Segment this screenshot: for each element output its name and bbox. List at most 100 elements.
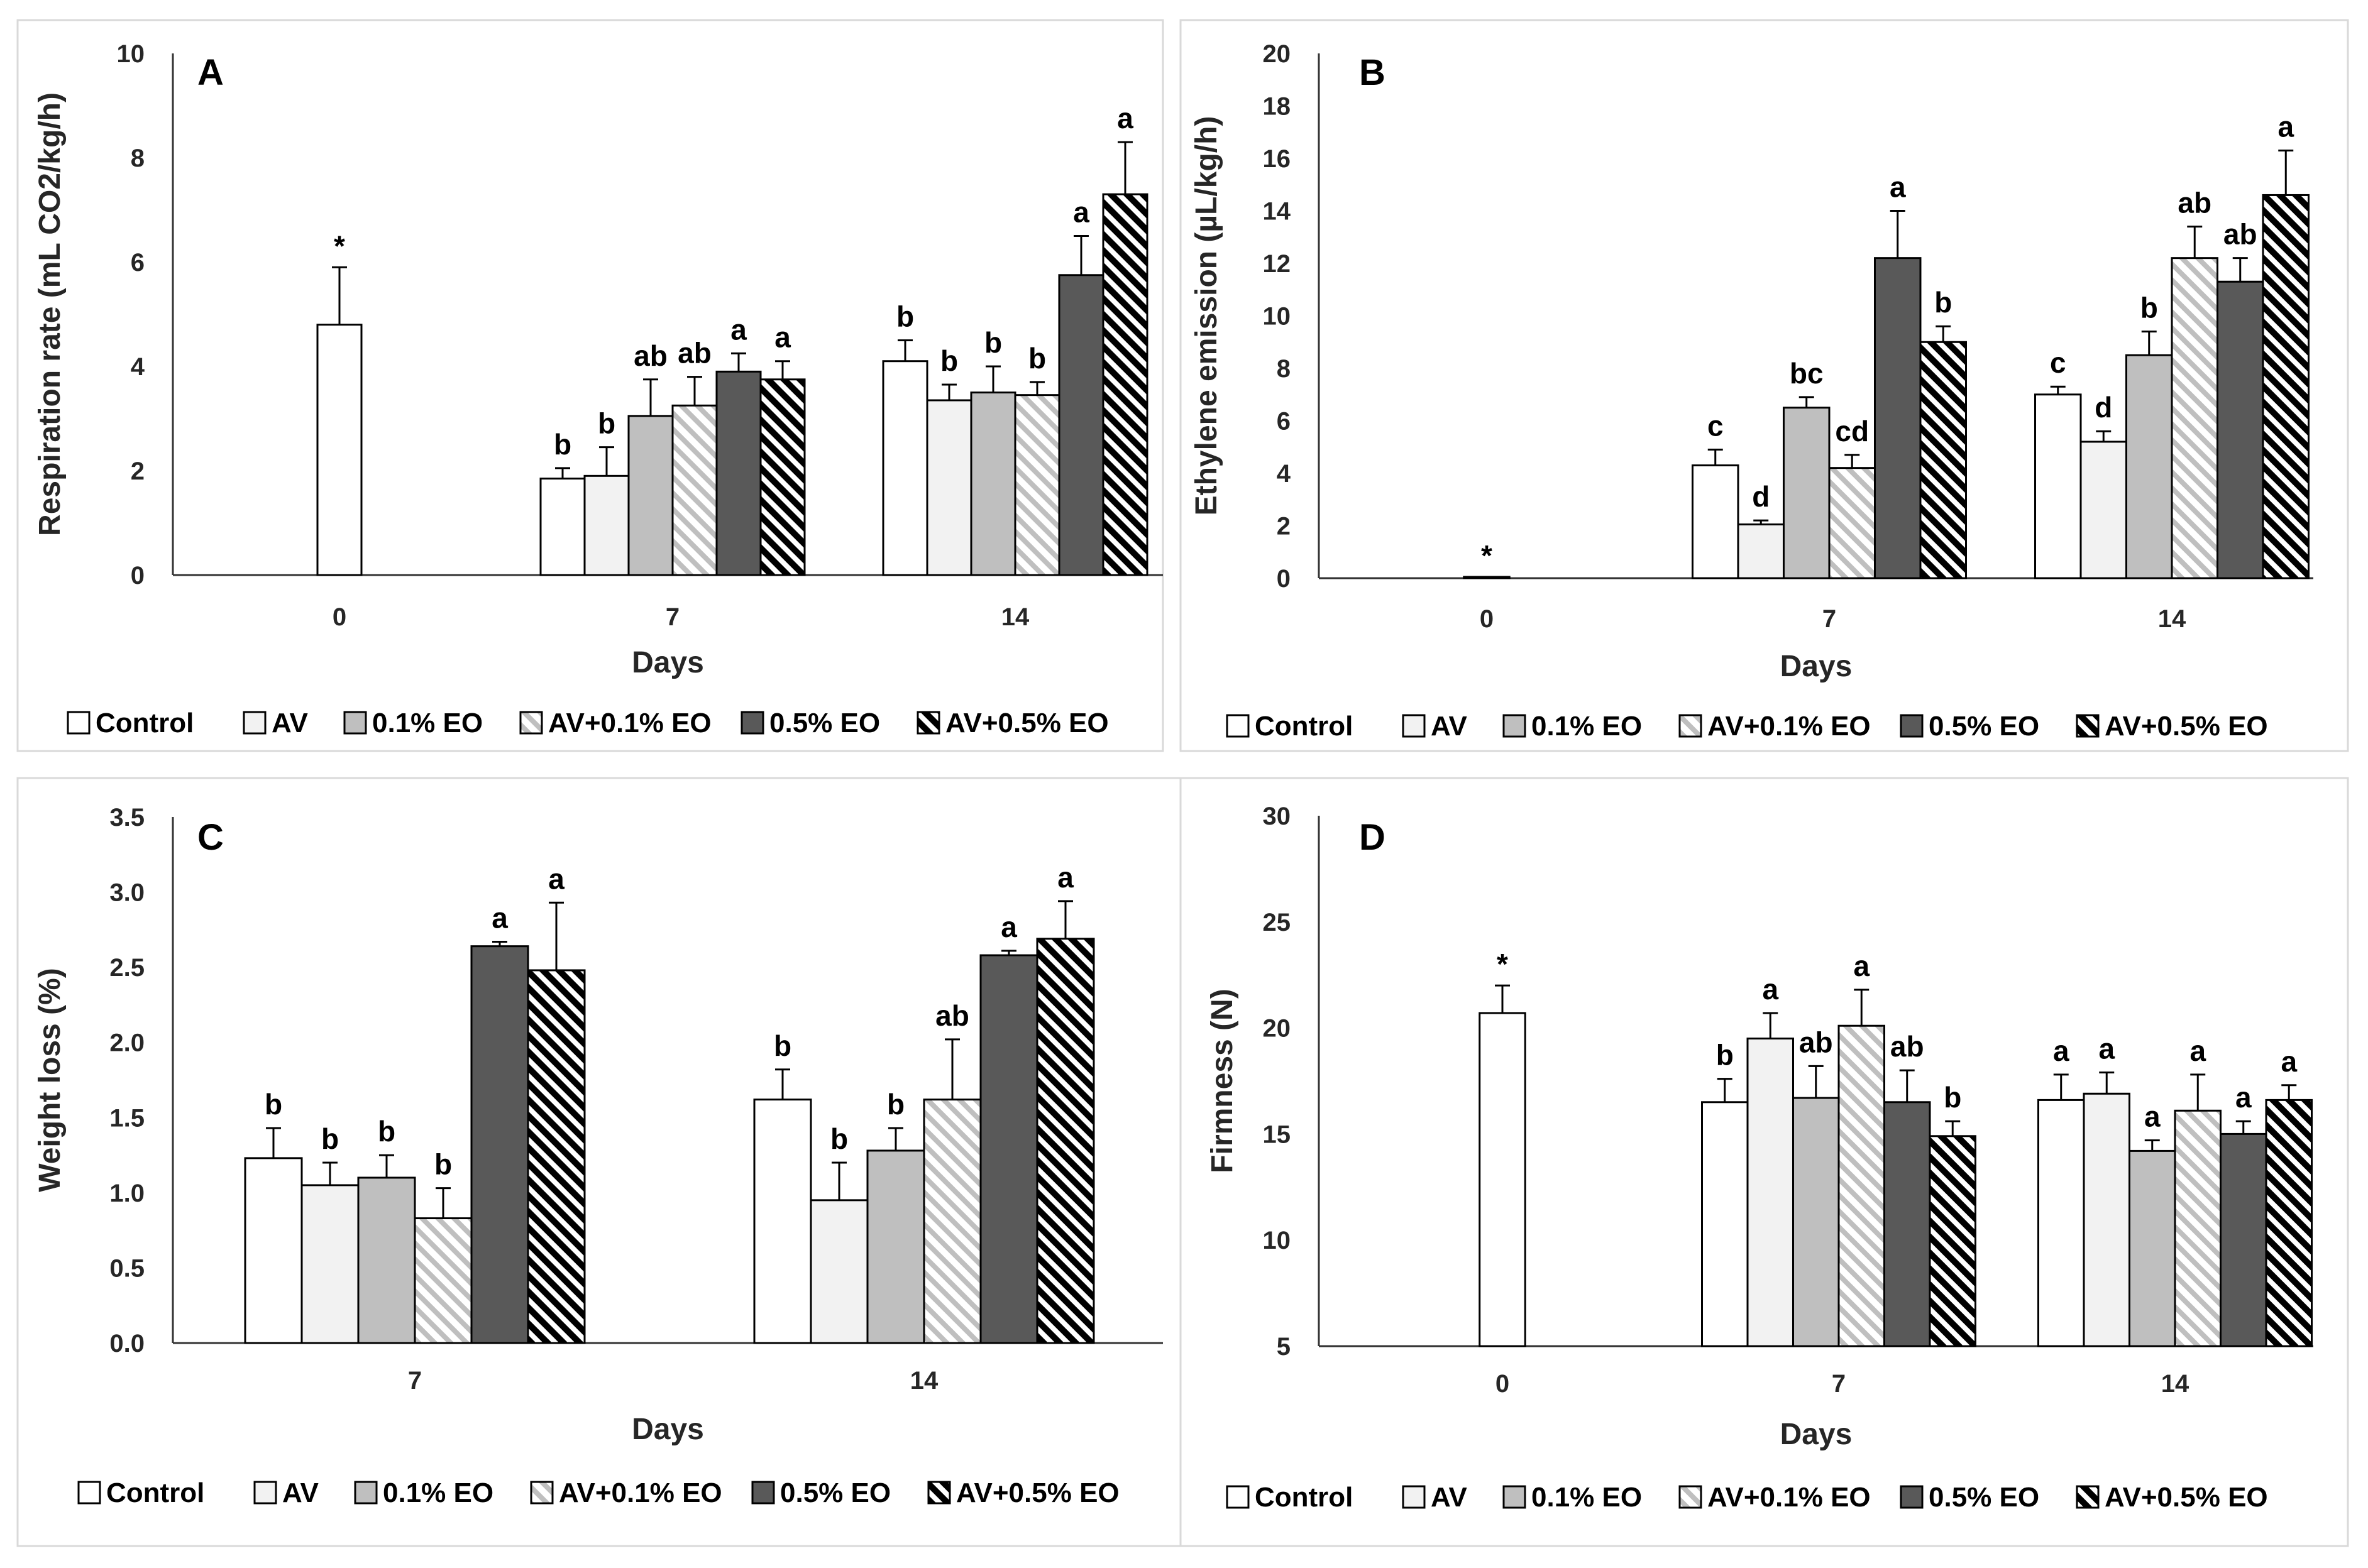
legend-label-av-0-5-eo: AV+0.5% EO [2105, 1482, 2268, 1513]
legend-swatch-av [1402, 714, 1426, 738]
significance-label: a [1057, 861, 1074, 894]
y-tick-label: 14 [1263, 198, 1291, 226]
legend-label-av-0-1-eo: AV+0.1% EO [1707, 711, 1871, 742]
significance-label: b [321, 1122, 339, 1155]
bar-0-5-eo-day-14 [2217, 280, 2264, 579]
significance-label: cd [1835, 415, 1869, 447]
significance-label: ab [634, 339, 668, 372]
legend-swatch-0-5-eo [1900, 1485, 1924, 1509]
y-tick-label: 1.5 [109, 1104, 145, 1132]
significance-label: ab [2223, 218, 2257, 251]
bar-av-0-1-eo-day-14 [2171, 257, 2218, 579]
y-tick-label: 15 [1263, 1121, 1291, 1148]
legend-label-av-0-5-eo: AV+0.5% EO [945, 708, 1109, 738]
y-tick-label: 8 [131, 145, 145, 172]
x-tick-label: 0 [1480, 605, 1494, 633]
bar-av-0-5-eo-day-7 [1929, 1135, 1976, 1347]
bar-av-0-5-eo-day-14 [2265, 1099, 2313, 1347]
y-tick-label: 4 [1277, 460, 1291, 488]
significance-label: b [434, 1148, 452, 1181]
legend-label-0-1-eo: 0.1% EO [1531, 711, 1642, 742]
x-axis-title: Days [632, 646, 704, 679]
bar-av-0-5-eo-day-7 [759, 378, 806, 576]
significance-label: * [1481, 539, 1492, 572]
significance-label: b [265, 1088, 282, 1121]
panel-frame [1179, 19, 2349, 752]
bar-0-5-eo-day-7 [1874, 257, 1922, 579]
panel-letter: C [197, 817, 224, 858]
legend-swatch-av-0-5-eo [2076, 714, 2100, 738]
significance-label: a [2277, 110, 2294, 143]
bar-av-0-1-eo-day-7 [671, 404, 718, 576]
bar-av-day-14 [2083, 1092, 2130, 1347]
significance-label: b [774, 1029, 791, 1062]
y-tick-label: 12 [1263, 250, 1291, 278]
y-axis-title: Respiration rate (mL CO2/kg/h) [33, 92, 67, 536]
y-tick-label: 25 [1263, 909, 1291, 936]
bar-av-day-7 [583, 474, 630, 576]
y-tick-label: 0.0 [109, 1330, 145, 1357]
bar-control-day-14 [882, 360, 928, 576]
y-tick-label: 10 [117, 40, 145, 68]
legend-swatch-av-0-1-eo [530, 1481, 554, 1505]
significance-label: a [730, 313, 747, 346]
legend-label-control: Control [1255, 1482, 1353, 1513]
significance-label: a [1117, 102, 1133, 134]
bar-0-5-eo-day-14 [1058, 274, 1104, 576]
y-axis-title: Weight loss (%) [33, 968, 67, 1192]
bar-av-0-5-eo-day-7 [1919, 341, 1967, 579]
significance-label: a [2235, 1081, 2252, 1114]
legend-swatch-av [1402, 1485, 1426, 1509]
bar-control-day-0 [316, 324, 363, 576]
bar-control-day-7 [1701, 1101, 1749, 1347]
significance-label: b [1934, 286, 1952, 319]
x-axis-title: Days [1780, 1418, 1853, 1451]
bar-0-5-eo-day-14 [979, 954, 1038, 1344]
y-tick-label: 10 [1263, 303, 1291, 331]
legend-swatch-0-5-eo [751, 1481, 775, 1505]
legend-swatch-0-1-eo [354, 1481, 378, 1505]
legend-swatch-av-0-5-eo [2076, 1485, 2100, 1509]
panel-letter: D [1359, 817, 1385, 858]
significance-label: b [554, 428, 571, 461]
significance-label: ab [1799, 1026, 1833, 1058]
significance-label: a [1073, 196, 1089, 229]
bar-control-day-14 [2037, 1099, 2085, 1347]
significance-label: b [940, 344, 958, 377]
y-tick-label: 6 [1277, 408, 1291, 436]
significance-label: ab [1890, 1030, 1924, 1063]
significance-label: ab [935, 999, 969, 1032]
y-tick-label: 4 [131, 353, 145, 381]
y-tick-label: 20 [1263, 1015, 1291, 1043]
bar-av-0-1-eo-day-7 [1828, 467, 1876, 579]
y-tick-label: 1.0 [109, 1180, 145, 1207]
significance-label: b [1716, 1039, 1734, 1072]
legend-swatch-av-0-5-eo [927, 1481, 951, 1505]
bar-av-day-7 [1746, 1037, 1794, 1347]
bar-av-0-5-eo-day-14 [1102, 193, 1148, 576]
legend-swatch-av-0-1-eo [519, 711, 543, 735]
panel-b: 0 2 4 6 8 10 12 14 16 18 20 Ethylene emission (µL/k… [1179, 19, 2349, 752]
bar-av-0-5-eo-day-7 [527, 969, 586, 1344]
x-tick-label: 0 [1495, 1370, 1509, 1398]
x-tick-label: 7 [1832, 1370, 1846, 1398]
legend-label-0-5-eo: 0.5% EO [1929, 1482, 2039, 1513]
significance-label: a [492, 901, 508, 934]
legend-swatch-control [1226, 714, 1250, 738]
bar-0-1-eo-day-7 [1783, 407, 1831, 579]
bar-control-day-7 [1692, 464, 1739, 579]
legend-swatch-control [1226, 1485, 1250, 1509]
y-tick-label: 3.0 [109, 879, 145, 907]
bar-av-0-1-eo-day-14 [1014, 394, 1060, 576]
significance-label: ab [2178, 187, 2211, 219]
significance-label: b [1944, 1081, 1961, 1114]
bar-av-0-1-eo-day-14 [923, 1099, 982, 1344]
legend-label-av-0-1-eo: AV+0.1% EO [548, 708, 712, 738]
x-tick-label: 7 [408, 1367, 422, 1395]
significance-label: ab [678, 337, 712, 370]
bar-0-1-eo-day-14 [2128, 1149, 2176, 1347]
significance-label: b [896, 300, 914, 333]
y-tick-label: 6 [131, 249, 145, 277]
legend-swatch-0-5-eo [1900, 714, 1924, 738]
